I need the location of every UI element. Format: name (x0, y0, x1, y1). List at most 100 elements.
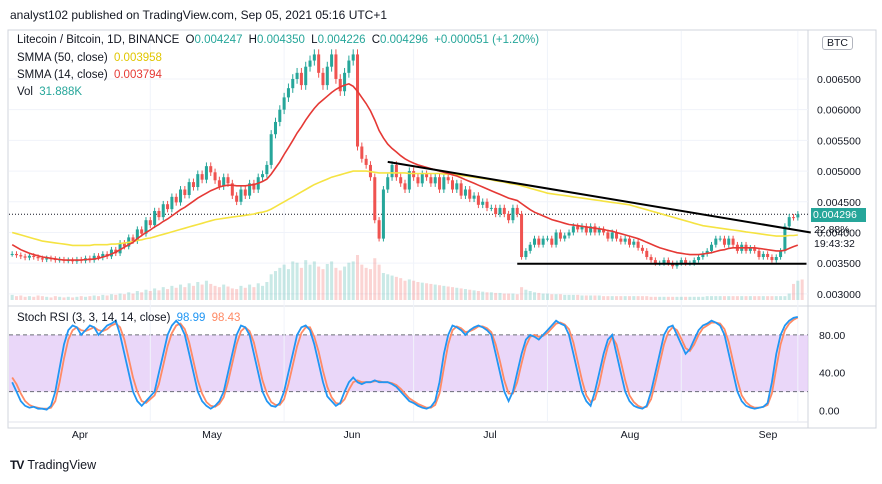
high-value: H0.004350 (249, 34, 305, 46)
candle (109, 249, 113, 257)
currency-badge[interactable]: BTC (822, 36, 853, 50)
volume-bar (425, 283, 429, 300)
volume-bar (299, 267, 303, 300)
candle (627, 238, 631, 245)
candle (468, 189, 472, 199)
candle (338, 78, 342, 92)
volume-bar (351, 261, 355, 300)
volume-bar (334, 267, 338, 300)
candle (507, 214, 511, 221)
published-line: analyst102 published on TradingView.com,… (10, 8, 388, 22)
candle (554, 232, 558, 245)
candle (623, 238, 627, 242)
volume-bar (84, 296, 88, 300)
volume-bar (537, 292, 541, 300)
candle (636, 241, 640, 248)
volume-bar (679, 296, 683, 300)
candle (381, 189, 385, 239)
candle (602, 229, 606, 233)
volume-bar (450, 287, 454, 300)
candle (766, 253, 770, 258)
volume-bar (183, 287, 187, 300)
volume-bar (727, 296, 731, 300)
volume-bar (489, 292, 493, 300)
descending-trendline[interactable] (387, 160, 811, 234)
volume-bar (261, 285, 265, 300)
volume-bar (45, 296, 49, 300)
candle (463, 189, 467, 196)
volume-bar (740, 296, 744, 300)
candle (580, 226, 584, 230)
candle (416, 177, 420, 184)
candle (450, 180, 454, 190)
candle (597, 229, 601, 233)
volume-bar (627, 296, 631, 300)
candle (122, 242, 126, 247)
candle (36, 257, 40, 259)
smma50-label: SMMA (50, close) (17, 52, 108, 64)
smma14-legend[interactable]: SMMA (14, close) 0.003794 (17, 69, 165, 81)
candle (662, 260, 666, 264)
candle (425, 174, 429, 178)
candles[interactable] (10, 49, 800, 269)
volume-bar (407, 279, 411, 300)
volume-bar (373, 258, 377, 300)
volume-bar (71, 297, 75, 300)
volume-bar (718, 296, 722, 300)
candle (792, 217, 796, 219)
volume-bar (36, 295, 40, 300)
candle (187, 182, 191, 196)
volume-bar (330, 261, 334, 300)
time-tick-label: Jun (344, 429, 361, 441)
volume-bar (748, 296, 752, 300)
volume-bar (230, 288, 234, 300)
tradingview-footer[interactable]: TV TradingView (10, 458, 96, 472)
candle (761, 253, 765, 258)
candle (347, 60, 351, 73)
candle (567, 232, 571, 236)
candle (157, 210, 161, 218)
price-tick-label: 0.003500 (817, 258, 861, 270)
stoch-d-value: 98.43 (211, 312, 241, 324)
volume-legend[interactable]: Vol 31.888K (17, 86, 85, 98)
stoch-legend[interactable]: Stoch RSI (3, 3, 14, 14, close) 98.99 98… (17, 312, 243, 324)
candle (684, 260, 688, 264)
low-number: 0.004226 (317, 34, 366, 46)
volume-bar (576, 294, 580, 300)
volume-bar (148, 291, 152, 300)
time-axis[interactable]: Apr May Jun Jul Aug Sep (72, 429, 778, 441)
price-axis[interactable]: 0.006500 0.006000 0.005500 0.005000 0.004500… (817, 74, 861, 301)
volume-bar (783, 296, 787, 300)
candle (317, 54, 321, 73)
candle (278, 109, 282, 122)
candle (524, 250, 528, 258)
volume-bar (429, 283, 433, 300)
volume-bar (606, 296, 610, 300)
candle (472, 195, 476, 199)
candle (796, 214, 800, 218)
volume-bar (722, 296, 726, 300)
volume-bars (10, 255, 804, 300)
volume-bar (636, 296, 640, 300)
smma50-value: 0.003958 (113, 52, 162, 64)
stoch-axis[interactable]: 80.00 40.00 0.00 (819, 330, 845, 418)
candle (502, 207, 506, 215)
volume-bar (153, 288, 157, 300)
volume-bar (446, 286, 450, 300)
candle (438, 177, 442, 190)
volume-bar (558, 294, 562, 300)
volume-label: Vol (17, 86, 33, 98)
volume-bar (692, 296, 696, 300)
candle (649, 257, 653, 261)
candle (481, 201, 485, 205)
smma50-legend[interactable]: SMMA (50, close) 0.003958 (17, 52, 165, 64)
volume-bar (40, 296, 44, 300)
candle (269, 134, 273, 165)
candle (697, 257, 701, 261)
symbol-name[interactable]: Litecoin / Bitcoin, 1D, BINANCE (17, 34, 180, 46)
volume-bar (109, 294, 113, 300)
high-label: H (248, 34, 257, 46)
candle (265, 164, 269, 175)
candle (204, 166, 208, 180)
